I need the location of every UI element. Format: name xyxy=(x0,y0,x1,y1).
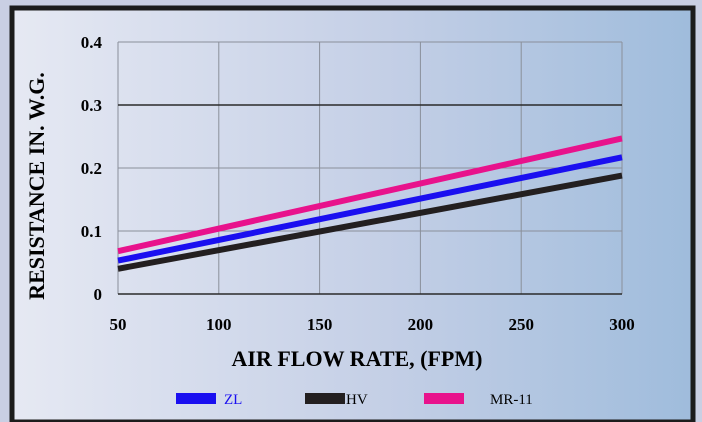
legend-label-zl: ZL xyxy=(224,392,242,408)
y-tick-label: 0.1 xyxy=(81,222,102,241)
y-tick-label: 0.4 xyxy=(81,33,103,52)
y-tick-label: 0.2 xyxy=(81,159,102,178)
legend-swatch-mr-11 xyxy=(424,393,464,404)
series-line-mr-11 xyxy=(117,135,623,255)
y-tick-label: 0 xyxy=(94,285,103,304)
legend-label-mr-11: MR-11 xyxy=(490,392,533,408)
x-tick-label: 50 xyxy=(110,315,127,334)
grid-lines xyxy=(117,41,623,295)
series-line-zl xyxy=(117,154,623,264)
series-line-hv xyxy=(117,172,623,272)
legend-swatch-hv xyxy=(305,393,345,404)
x-tick-label: 200 xyxy=(408,315,434,334)
x-tick-labels: 50 100 150 200 250 300 xyxy=(110,315,635,334)
x-tick-label: 300 xyxy=(609,315,635,334)
y-tick-labels: 0 0.1 0.2 0.3 0.4 xyxy=(81,33,103,304)
y-axis-title: RESISTANCE IN. W.G. xyxy=(24,72,49,300)
legend-label-hv: HV xyxy=(346,392,368,408)
x-tick-label: 250 xyxy=(508,315,534,334)
legend-swatch-zl xyxy=(176,393,216,404)
x-axis-title: AIR FLOW RATE, (FPM) xyxy=(232,346,483,371)
legend: ZL HV MR-11 xyxy=(176,392,533,408)
y-tick-label: 0.3 xyxy=(81,96,102,115)
x-tick-label: 100 xyxy=(206,315,232,334)
x-tick-label: 150 xyxy=(307,315,333,334)
series-lines xyxy=(117,135,623,272)
